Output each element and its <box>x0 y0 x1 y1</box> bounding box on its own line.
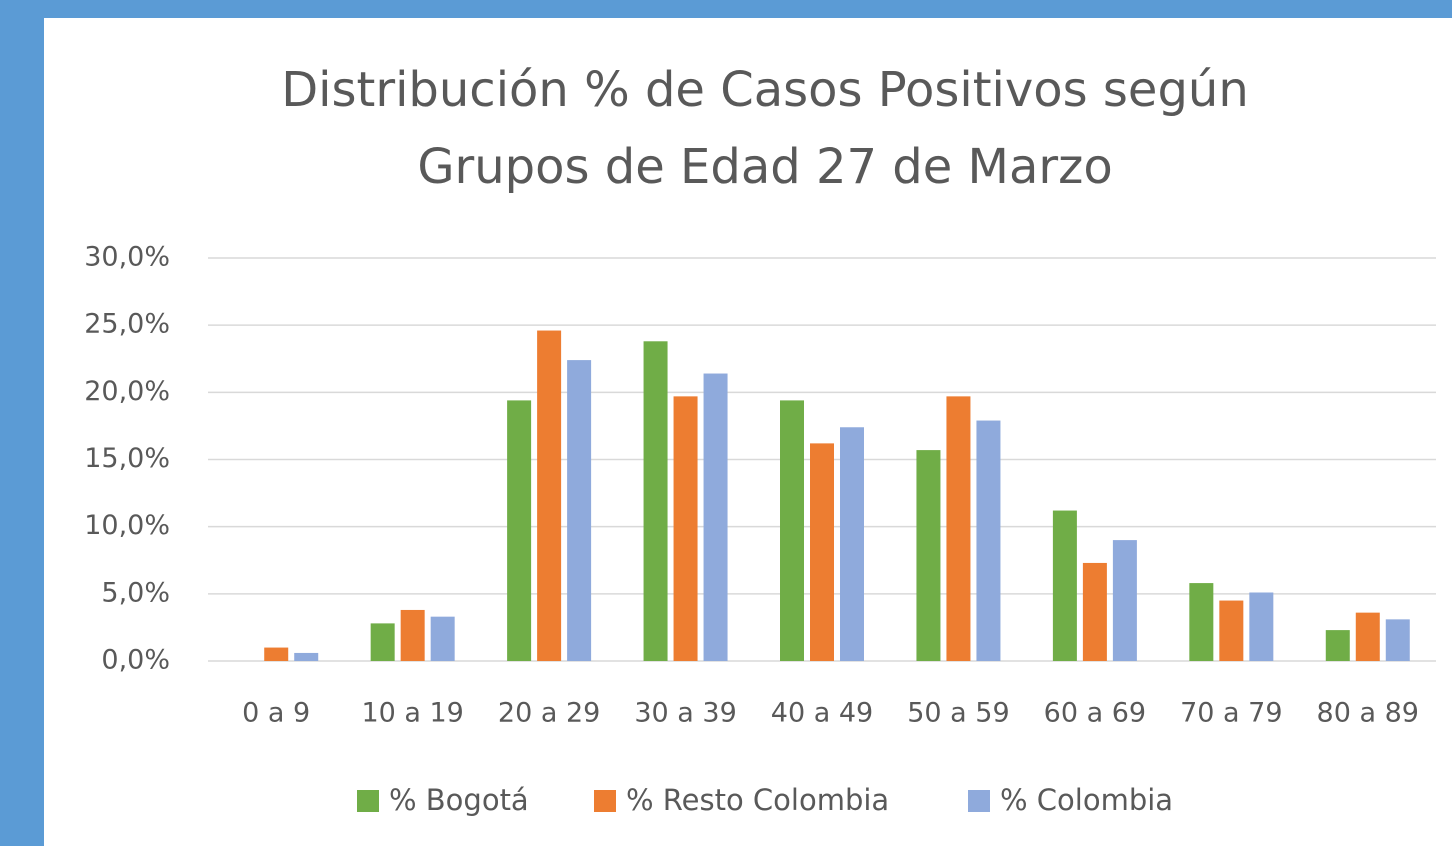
bar <box>916 450 941 661</box>
y-tick-label: 5,0% <box>101 577 170 608</box>
bar <box>673 396 698 661</box>
legend-label: % Resto Colombia <box>626 783 889 817</box>
chart-panel <box>44 18 1452 846</box>
bar <box>1325 630 1350 661</box>
y-tick-label: 30,0% <box>84 242 170 273</box>
x-tick-label: 70 a 79 <box>1180 698 1282 729</box>
x-tick-label: 30 a 39 <box>634 698 736 729</box>
bar <box>1249 592 1274 661</box>
chart-title: Grupos de Edad 27 de Marzo <box>417 139 1112 195</box>
y-tick-label: 20,0% <box>84 376 170 407</box>
bar <box>946 396 971 661</box>
x-tick-label: 0 a 9 <box>242 698 310 729</box>
bar <box>810 443 834 661</box>
legend-label: % Colombia <box>1000 783 1173 817</box>
x-tick-label: 40 a 49 <box>771 698 873 729</box>
bar <box>1355 612 1380 661</box>
bar <box>294 652 319 661</box>
bar <box>1112 540 1137 661</box>
bar <box>370 623 395 661</box>
x-tick-label: 50 a 59 <box>907 698 1009 729</box>
bar <box>643 341 668 661</box>
legend-swatch <box>357 790 379 812</box>
y-tick-label: 0,0% <box>101 645 170 676</box>
bar <box>264 647 289 661</box>
bar <box>567 360 592 661</box>
bar <box>1082 562 1107 661</box>
x-tick-label: 60 a 69 <box>1044 698 1146 729</box>
x-tick-label: 10 a 19 <box>361 698 463 729</box>
bar <box>1189 583 1214 661</box>
bar <box>703 373 728 661</box>
bar <box>840 427 864 661</box>
x-tick-label: 80 a 89 <box>1317 698 1419 729</box>
bar <box>507 400 532 661</box>
y-tick-label: 25,0% <box>84 309 170 340</box>
bar <box>976 420 1001 661</box>
bar <box>780 400 804 661</box>
bar <box>1219 600 1244 661</box>
bar <box>430 616 455 661</box>
legend-swatch <box>594 790 616 812</box>
chart-title: Distribución % de Casos Positivos según <box>281 62 1249 118</box>
bar <box>1385 619 1410 661</box>
bar <box>400 609 425 661</box>
y-tick-label: 10,0% <box>84 510 170 541</box>
y-tick-label: 15,0% <box>84 443 170 474</box>
bar <box>537 330 562 661</box>
legend-swatch <box>968 790 990 812</box>
legend-label: % Bogotá <box>389 783 529 817</box>
bar <box>1052 510 1077 661</box>
x-tick-label: 20 a 29 <box>498 698 600 729</box>
